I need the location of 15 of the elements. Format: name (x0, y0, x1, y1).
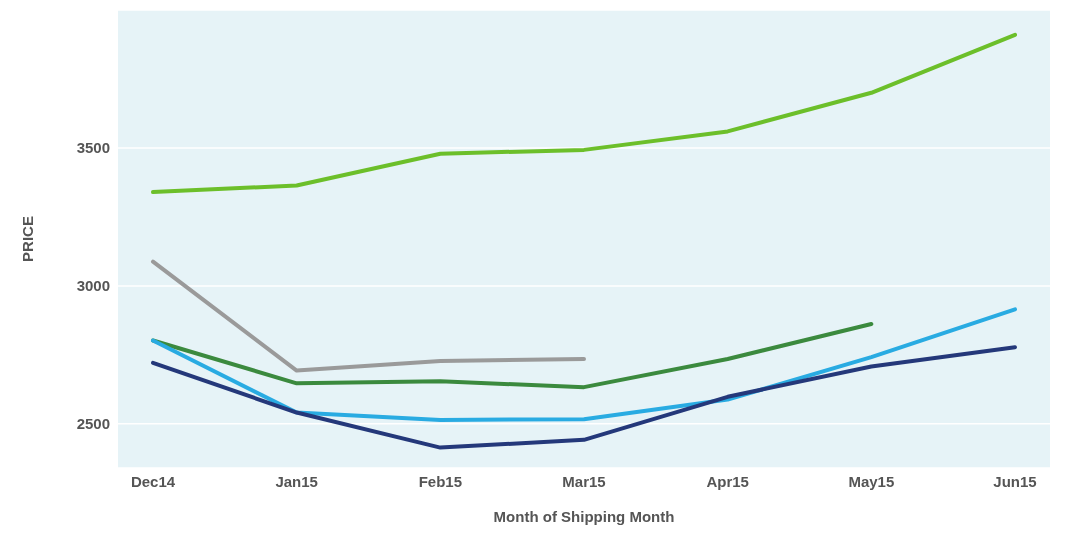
y-tick-label: 3000 (76, 277, 110, 295)
line-series (151, 345, 1017, 450)
line-series (151, 32, 1017, 195)
line-series (151, 259, 586, 373)
x-tick-label: Jun15 (993, 472, 1037, 490)
x-tick-label: May15 (848, 472, 895, 490)
x-tick-label: Apr15 (706, 472, 749, 490)
x-tick-label: Mar15 (562, 472, 606, 490)
x-axis-title: Month of Shipping Month (493, 508, 675, 525)
y-axis-title: PRICE (19, 216, 37, 262)
x-tick-label: Feb15 (418, 472, 463, 490)
x-tick-label: Jan15 (275, 472, 318, 490)
y-tick-label: 2500 (76, 415, 110, 433)
y-tick-label: 3500 (76, 139, 110, 157)
x-tick-label: Dec14 (130, 472, 176, 490)
